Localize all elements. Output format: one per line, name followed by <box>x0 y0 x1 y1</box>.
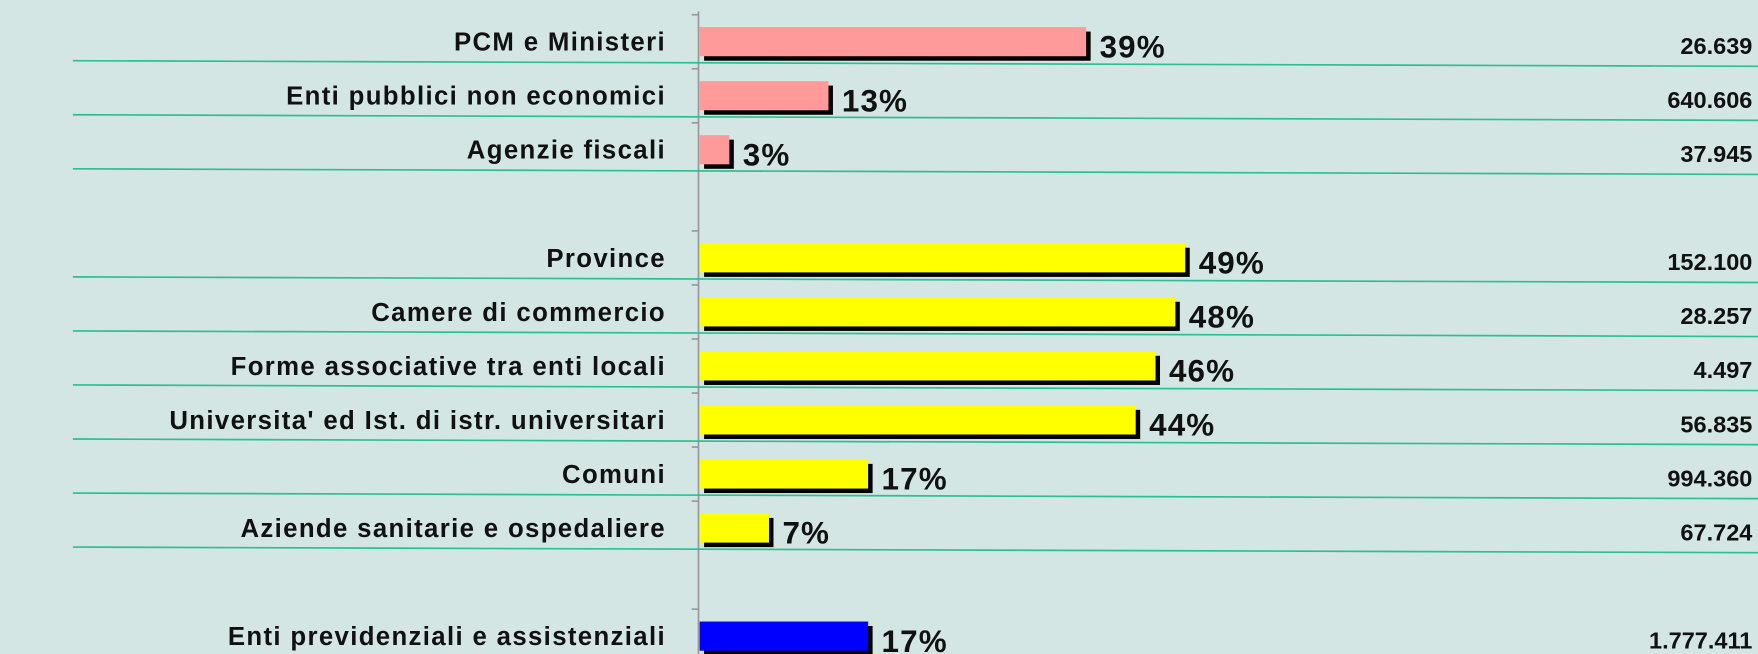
row-line <box>72 276 1758 284</box>
value-label: 49% <box>1199 246 1265 281</box>
bar <box>699 405 1136 435</box>
total-label: 37.945 <box>1680 141 1752 167</box>
total-label: 1.777.411 <box>1649 627 1752 653</box>
row-line <box>72 384 1758 392</box>
value-label: 17% <box>882 624 948 654</box>
category-label: Comuni <box>562 461 666 489</box>
total-label: 994.360 <box>1667 465 1752 491</box>
row-line <box>72 546 1758 554</box>
bar <box>699 459 869 489</box>
category-label: Province <box>546 245 666 273</box>
total-label: 28.257 <box>1680 303 1752 329</box>
total-label: 4.497 <box>1694 357 1753 383</box>
value-label: 48% <box>1189 300 1255 335</box>
value-label: 44% <box>1149 408 1215 443</box>
category-label: Camere di commercio <box>371 299 666 327</box>
total-label: 26.639 <box>1680 33 1752 59</box>
row-line <box>72 59 1758 68</box>
category-label: Enti pubblici non economici <box>286 83 666 111</box>
category-label: Forme associative tra enti locali <box>231 353 666 381</box>
value-label: 7% <box>782 516 830 551</box>
row-line <box>72 167 1758 176</box>
total-label: 56.835 <box>1680 411 1752 437</box>
value-label: 17% <box>882 462 948 497</box>
row-line <box>72 438 1758 446</box>
total-label: 67.724 <box>1680 519 1752 545</box>
category-label: Enti previdenziali e assistenziali <box>228 623 666 651</box>
bar <box>699 621 869 651</box>
row-line <box>72 492 1758 500</box>
total-label: 152.100 <box>1667 249 1752 275</box>
bar <box>699 81 829 111</box>
category-label: PCM e Ministeri <box>454 29 666 57</box>
value-label: 46% <box>1169 354 1235 389</box>
bar <box>699 243 1186 273</box>
category-label: Aziende sanitarie e ospedaliere <box>240 515 666 543</box>
category-label: Universita' ed Ist. di istr. universitar… <box>169 407 666 435</box>
row-line <box>72 113 1758 122</box>
total-label: 640.606 <box>1667 87 1752 113</box>
bar <box>699 297 1176 327</box>
value-label: 3% <box>743 137 791 172</box>
bar <box>699 135 730 165</box>
row-line <box>72 330 1758 338</box>
value-label: 39% <box>1100 29 1166 64</box>
bar <box>699 513 769 543</box>
value-label: 13% <box>842 83 908 118</box>
bar <box>699 27 1087 57</box>
bar <box>699 351 1156 381</box>
category-label: Agenzie fiscali <box>467 137 666 165</box>
